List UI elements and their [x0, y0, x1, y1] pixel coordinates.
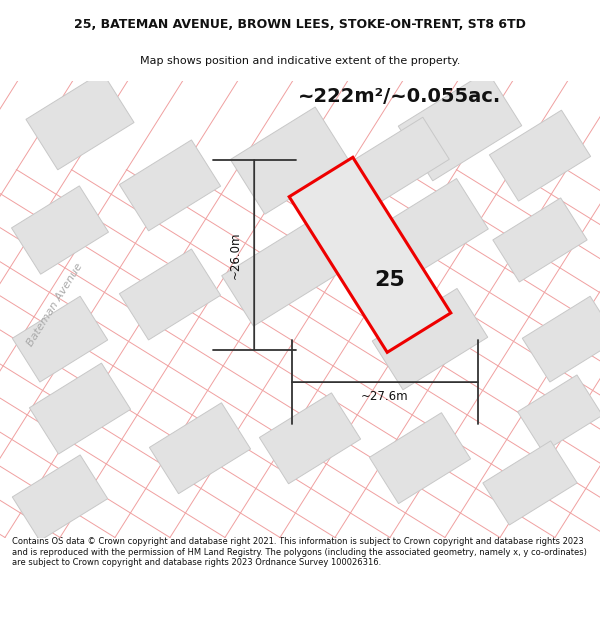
- Polygon shape: [222, 223, 338, 326]
- Polygon shape: [11, 186, 109, 274]
- Polygon shape: [351, 118, 449, 204]
- Text: Contains OS data © Crown copyright and database right 2021. This information is : Contains OS data © Crown copyright and d…: [12, 538, 587, 568]
- Polygon shape: [490, 110, 590, 201]
- Text: Bateman Avenue: Bateman Avenue: [25, 261, 85, 348]
- Polygon shape: [149, 402, 251, 494]
- Polygon shape: [230, 107, 350, 214]
- Polygon shape: [370, 412, 470, 504]
- Text: ~222m²/~0.055ac.: ~222m²/~0.055ac.: [298, 87, 502, 106]
- Polygon shape: [29, 363, 131, 454]
- Polygon shape: [372, 289, 488, 390]
- Polygon shape: [398, 71, 522, 181]
- Text: Map shows position and indicative extent of the property.: Map shows position and indicative extent…: [140, 56, 460, 66]
- Text: ~26.0m: ~26.0m: [229, 231, 242, 279]
- Polygon shape: [493, 198, 587, 282]
- Polygon shape: [119, 249, 221, 340]
- Text: 25: 25: [374, 269, 406, 289]
- Polygon shape: [289, 158, 451, 352]
- Text: ~27.6m: ~27.6m: [361, 390, 409, 403]
- Polygon shape: [13, 455, 107, 541]
- Polygon shape: [523, 296, 600, 382]
- Polygon shape: [372, 179, 488, 281]
- Polygon shape: [26, 72, 134, 170]
- Polygon shape: [119, 140, 221, 231]
- Polygon shape: [13, 296, 107, 382]
- Polygon shape: [483, 441, 577, 525]
- Polygon shape: [518, 375, 600, 452]
- Text: 25, BATEMAN AVENUE, BROWN LEES, STOKE-ON-TRENT, ST8 6TD: 25, BATEMAN AVENUE, BROWN LEES, STOKE-ON…: [74, 18, 526, 31]
- Polygon shape: [259, 393, 361, 484]
